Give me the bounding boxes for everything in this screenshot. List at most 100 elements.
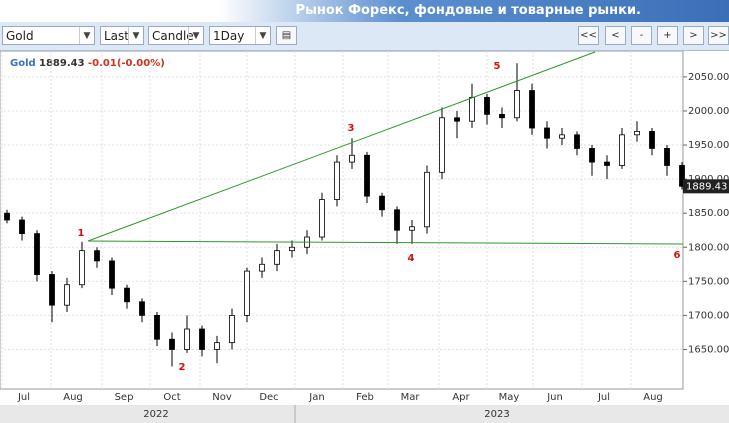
candle-body <box>214 342 220 350</box>
y-tick-label: 1650.00 <box>688 344 729 355</box>
candle-body <box>409 226 415 231</box>
candle-body <box>424 171 430 228</box>
nav-button[interactable]: + <box>657 26 678 45</box>
candle-body <box>514 90 520 119</box>
candle-body <box>289 246 295 252</box>
candle-body <box>199 328 205 350</box>
wave-label: 4 <box>408 253 415 264</box>
candle-body <box>649 131 655 149</box>
candle-body <box>49 274 55 306</box>
candle-body <box>559 134 565 139</box>
x-tick-label: Aug <box>63 392 83 403</box>
trend-line <box>87 51 596 242</box>
x-tick-label: Aug <box>643 392 663 403</box>
x-tick-label: Mar <box>401 392 421 403</box>
nav-button[interactable]: > <box>683 26 704 45</box>
y-tick-label: 1850.00 <box>688 208 729 219</box>
candle-body <box>229 315 235 344</box>
candle-body <box>109 260 115 289</box>
type-text: Candle <box>152 29 194 43</box>
candle-body <box>319 199 325 238</box>
candle-body <box>334 161 340 200</box>
price-text: Last <box>104 29 129 43</box>
price-change: -0.01(-0.00%) <box>88 58 165 69</box>
year-band <box>0 405 729 423</box>
chart: Gold 1889.43 -0.01(-0.00%) Jul Aug Sep Oct N… <box>0 51 729 423</box>
candle-body <box>634 131 640 136</box>
candle-body <box>64 284 70 306</box>
candle-body <box>274 250 280 265</box>
y-tick-label: 2000.00 <box>688 106 729 117</box>
candle-body <box>244 270 250 316</box>
candle-body <box>679 165 685 187</box>
candle-body <box>664 148 670 166</box>
price-select[interactable]: Last ▼ <box>100 26 144 45</box>
candle-body <box>529 90 535 129</box>
candle-body <box>349 154 355 163</box>
candle-body <box>394 209 400 231</box>
candle-body <box>34 233 40 275</box>
candle-body <box>589 148 595 163</box>
candle-body <box>79 250 85 286</box>
wave-label: 6 <box>674 250 681 261</box>
y-tick-label: 2050.00 <box>688 72 729 83</box>
x-tick-label: Jul <box>597 392 610 403</box>
nav-button[interactable]: << <box>578 26 599 45</box>
y-tick-label: 1750.00 <box>688 276 729 287</box>
candle-body <box>184 328 190 350</box>
y-tick-label: 1950.00 <box>688 140 729 151</box>
year-label: 2023 <box>484 409 509 420</box>
nav-button[interactable]: >> <box>708 26 729 45</box>
candle-body <box>364 154 370 197</box>
candle-body <box>544 127 550 139</box>
x-tick-label: Feb <box>356 392 374 403</box>
candle-body <box>484 96 490 115</box>
interval-select[interactable]: 1Day ▼ <box>209 26 271 45</box>
candle-body <box>4 212 10 221</box>
support-line <box>87 240 684 245</box>
table-button[interactable]: ▤ <box>276 26 297 45</box>
candle-body <box>94 250 100 262</box>
candle-body <box>439 117 445 173</box>
wave-label: 2 <box>179 362 186 373</box>
candle-body <box>139 301 145 316</box>
candle-body <box>169 338 175 350</box>
symbol-select[interactable]: Gold ▼ <box>2 26 95 45</box>
candle-body <box>499 113 505 119</box>
wave-label: 5 <box>494 61 501 72</box>
candle-body <box>19 219 25 235</box>
wave-label: 1 <box>78 228 85 239</box>
candle-body <box>454 117 460 122</box>
candle-body <box>604 161 610 166</box>
x-tick-label: Dec <box>259 392 278 403</box>
candle-body <box>154 315 160 340</box>
x-tick-label: Sep <box>115 392 134 403</box>
interval-text: 1Day <box>213 29 245 43</box>
candle-body <box>574 134 580 149</box>
last-price-tag: 1889.43 <box>686 181 727 192</box>
nav-button[interactable]: - <box>631 26 652 45</box>
candle-body <box>124 287 130 303</box>
y-tick-label: 1700.00 <box>688 310 729 321</box>
nav-button[interactable]: < <box>605 26 626 45</box>
x-tick-label: Jun <box>546 392 563 403</box>
toolbar: Gold ▼ Last ▼ Candle ▼ 1Day ▼ ▤ << < - + > >> <box>0 22 729 51</box>
last-price: 1889.43 <box>39 58 85 69</box>
x-tick-label: Apr <box>452 392 470 403</box>
x-tick-label: May <box>499 392 520 403</box>
candle-body <box>619 134 625 166</box>
symbol-label: Gold <box>10 58 36 69</box>
plot-area <box>0 51 684 390</box>
x-tick-label: Jan <box>308 392 324 403</box>
wave-label: 3 <box>348 123 355 134</box>
page-title: Рынок Форекс, фондовые и товарные рынки. <box>295 3 641 18</box>
year-label: 2022 <box>143 409 168 420</box>
x-tick-label: Nov <box>212 392 232 403</box>
last-price-box <box>683 179 729 194</box>
x-tick-label: Jul <box>17 392 30 403</box>
candle-body <box>379 195 385 211</box>
candle-body <box>469 96 475 122</box>
title-bar: Рынок Форекс, фондовые и товарные рынки. <box>0 0 729 22</box>
type-select[interactable]: Candle ▼ <box>148 26 204 45</box>
